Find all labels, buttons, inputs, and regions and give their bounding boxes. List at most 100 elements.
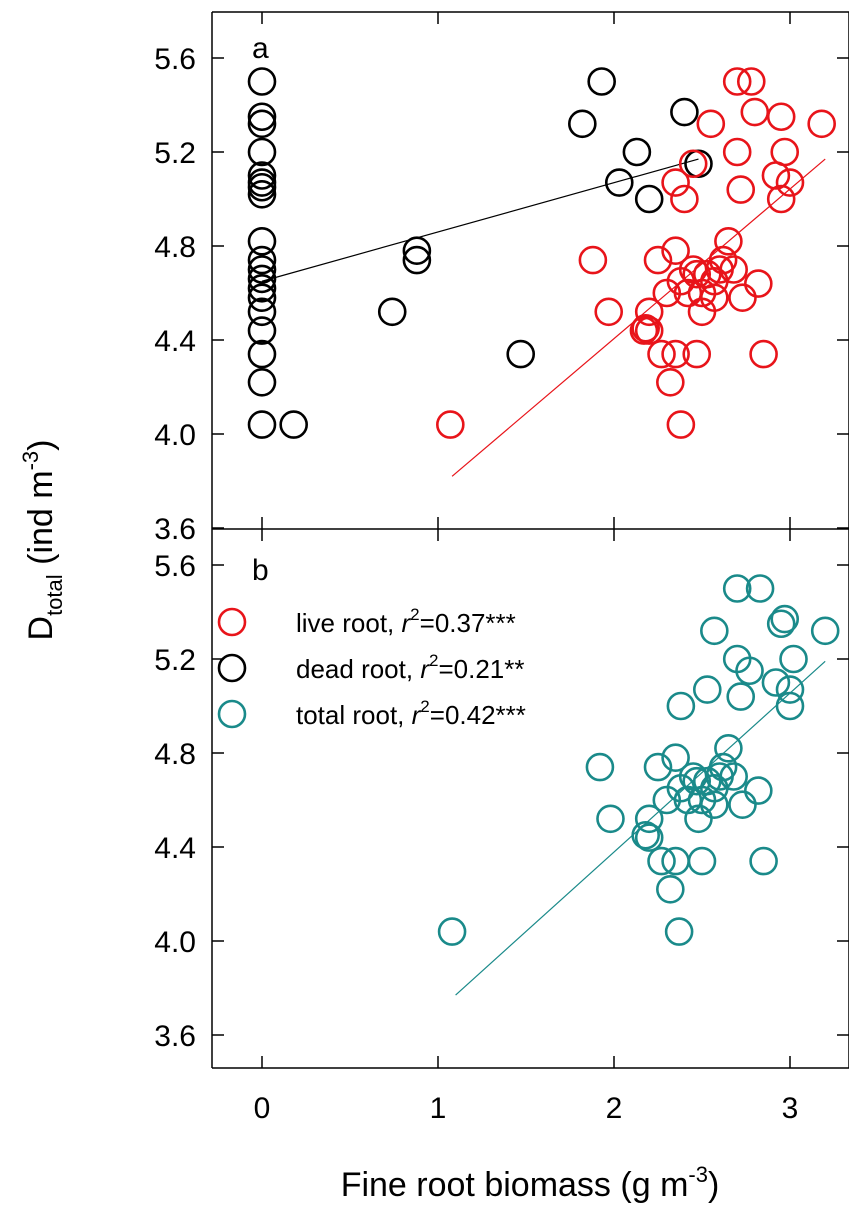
dead-root-point <box>587 67 616 96</box>
dead-root-point <box>247 255 277 284</box>
total-root-point <box>775 691 805 721</box>
total-root-point <box>692 675 722 704</box>
live-root-point <box>666 410 696 439</box>
live-root-point <box>634 297 664 327</box>
total-root-point <box>682 766 712 796</box>
y-tick-label: 4.0 <box>154 419 196 452</box>
live-root-point <box>578 245 608 275</box>
x-axis-title: Fine root biomass (g m-3) <box>341 1162 720 1204</box>
x-tick-label: 2 <box>606 1092 623 1125</box>
y-axis-unit-exponent: -3 <box>18 451 43 471</box>
live-root-point <box>700 283 729 313</box>
total-root-point <box>770 604 800 634</box>
live-root-point <box>678 149 708 179</box>
live-root-point <box>594 297 624 327</box>
live-root-point <box>714 227 743 256</box>
dead-root-point <box>634 184 664 214</box>
panel-b-frame <box>211 529 849 1069</box>
live-root-point <box>708 245 738 275</box>
total-root-point <box>719 762 748 791</box>
live-root-point <box>719 255 748 284</box>
x-axis-unit-exponent: -3 <box>688 1162 708 1187</box>
dead-root-point <box>247 109 277 139</box>
total-root-point <box>766 609 796 639</box>
total-root-point <box>700 616 729 646</box>
total-root-point <box>775 675 805 704</box>
live-root-point <box>682 259 712 289</box>
total-root-point <box>585 752 615 782</box>
total-root-point <box>708 752 738 782</box>
live-root-point <box>647 339 676 369</box>
live-root-point <box>670 184 699 214</box>
total-root-point <box>810 616 840 646</box>
dead-root-point <box>247 283 277 313</box>
y-tick-label: 4.8 <box>154 738 196 771</box>
dead-root-point <box>247 316 277 345</box>
y-axis-title: Dtotal (ind m-3) <box>18 440 67 641</box>
dead-root-point <box>247 245 277 275</box>
dead-root-point <box>684 149 713 179</box>
total-legend-label: total root, r2=0.42*** <box>296 697 526 730</box>
y-tick-label: 3.6 <box>154 1020 196 1053</box>
panel-label-a: a <box>252 32 269 65</box>
dead-root-point <box>247 172 277 202</box>
dead-root-point <box>670 97 699 127</box>
dead-root-point <box>402 245 432 275</box>
x-axis-unit-close: ) <box>708 1166 719 1204</box>
dead-root-point <box>247 180 277 209</box>
dead-root-point <box>247 137 277 167</box>
y-axis-label: D <box>22 616 60 641</box>
total-root-point <box>647 846 676 876</box>
live-root-point <box>661 236 690 265</box>
dead-root-point <box>247 102 277 132</box>
total-root-point <box>728 790 757 820</box>
live-root-point <box>775 168 805 197</box>
y-axis-unit-close: ) <box>22 440 60 451</box>
live-root-point <box>744 269 773 298</box>
dead-root-point <box>279 410 308 439</box>
total-root-point <box>687 846 717 876</box>
live-root-point <box>722 67 752 96</box>
live-root-point <box>749 339 778 369</box>
total-root-point <box>666 691 696 721</box>
dead-root-point <box>247 410 277 439</box>
dead-root-fit-line <box>261 158 699 282</box>
total-root-point <box>656 874 685 904</box>
total-root-point <box>631 820 660 850</box>
total-root-point <box>437 917 467 946</box>
live-root-point <box>770 137 800 167</box>
total-legend-marker <box>217 699 247 729</box>
x-tick-label: 1 <box>430 1092 447 1125</box>
dead-root-point <box>506 339 536 369</box>
total-root-point <box>744 776 773 805</box>
dead-root-point <box>247 67 277 96</box>
live-root-point <box>766 184 796 214</box>
panel-label-b: b <box>252 554 269 587</box>
live-root-point <box>656 367 685 397</box>
x-tick-label: 3 <box>782 1092 799 1125</box>
dead-root-point <box>247 297 277 327</box>
total-root-point <box>745 574 775 603</box>
dead-root-point <box>568 109 597 139</box>
live-root-point <box>766 102 796 132</box>
live-root-point <box>728 283 757 313</box>
total-root-point <box>684 804 713 834</box>
y-tick-label: 5.2 <box>154 137 196 170</box>
dead-legend-label: dead root, r2=0.21** <box>296 651 524 684</box>
dead-root-point <box>247 264 277 294</box>
total-root-point <box>664 917 694 946</box>
live-root-point <box>643 245 673 275</box>
x-tick-label: 0 <box>254 1092 271 1125</box>
y-tick-label: 4.8 <box>154 231 196 264</box>
live-root-point <box>722 137 752 167</box>
tick-layer: 3.6 4.0 4.4 4.8 5.2 5.6 3.6 4.0 4.4 4.8 5.2 5.6 0 1 2 3 <box>154 12 849 1125</box>
live-root-point <box>661 339 690 369</box>
dead-root-point <box>247 339 277 369</box>
live-root-point <box>726 175 756 204</box>
x-axis-unit: (g m <box>620 1166 688 1204</box>
dead-root-point <box>604 168 634 197</box>
total-root-point <box>596 804 625 834</box>
y-tick-label: 4.4 <box>154 325 196 358</box>
live-root-point <box>736 67 766 96</box>
